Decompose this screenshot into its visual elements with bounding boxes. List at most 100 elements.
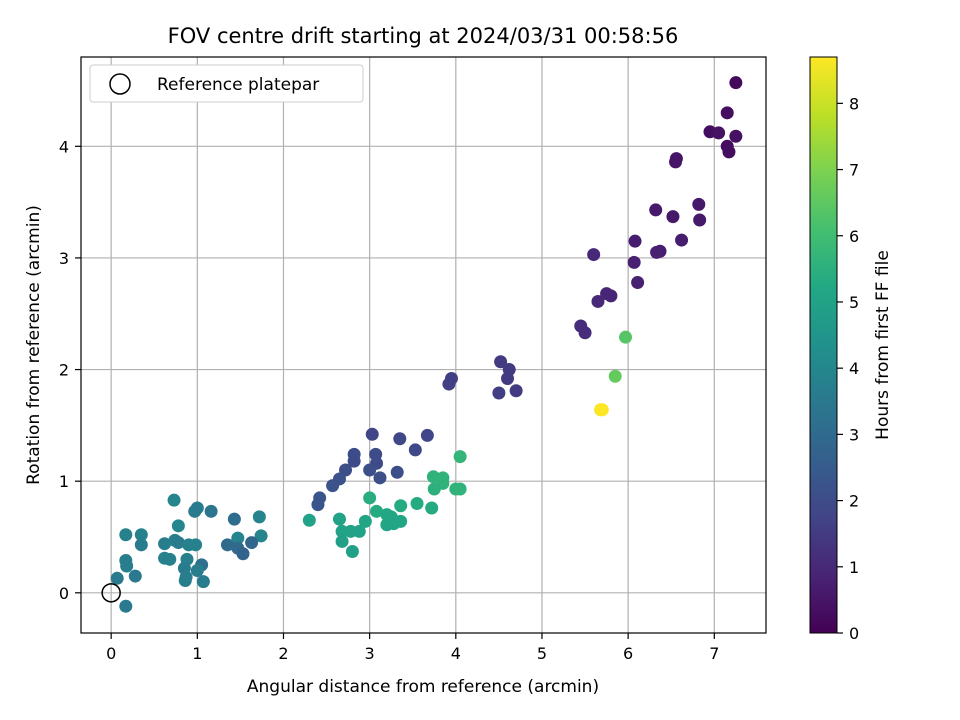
chart-title: FOV centre drift starting at 2024/03/31 … bbox=[168, 24, 679, 48]
data-point bbox=[254, 529, 268, 543]
data-points bbox=[110, 76, 743, 613]
plot-frame bbox=[80, 56, 767, 634]
x-tick-label: 6 bbox=[623, 644, 633, 663]
data-point bbox=[604, 289, 618, 303]
colorbar-tick-label: 4 bbox=[849, 359, 859, 378]
data-point bbox=[494, 355, 508, 369]
data-point bbox=[426, 470, 440, 484]
data-point bbox=[171, 536, 185, 550]
data-point bbox=[110, 571, 124, 585]
data-point bbox=[722, 145, 736, 159]
colorbar-tick-label: 1 bbox=[849, 558, 859, 577]
data-point bbox=[189, 538, 203, 552]
data-point bbox=[501, 371, 515, 385]
data-point bbox=[119, 599, 133, 613]
data-point bbox=[236, 547, 250, 561]
data-point bbox=[393, 432, 407, 446]
data-point bbox=[347, 454, 361, 468]
data-point bbox=[190, 563, 204, 577]
data-point bbox=[453, 482, 467, 496]
x-axis-label: Angular distance from reference (arcmin) bbox=[247, 677, 599, 697]
colorbar-tick-label: 6 bbox=[849, 227, 859, 246]
data-point bbox=[171, 519, 185, 533]
data-point bbox=[363, 491, 377, 505]
data-point bbox=[311, 498, 325, 512]
data-point bbox=[345, 545, 359, 559]
colorbar-tick-label: 3 bbox=[849, 425, 859, 444]
data-point bbox=[628, 234, 642, 248]
data-point bbox=[492, 386, 506, 400]
data-point bbox=[158, 537, 172, 551]
data-point bbox=[370, 504, 384, 518]
data-point bbox=[387, 517, 401, 531]
grid-lines bbox=[81, 57, 766, 633]
legend: Reference platepar bbox=[89, 64, 364, 103]
x-tick-label: 0 bbox=[106, 644, 116, 663]
data-point bbox=[358, 514, 372, 528]
colorbar-tick-label: 5 bbox=[849, 293, 859, 312]
data-point bbox=[163, 552, 177, 566]
x-tick-label: 1 bbox=[192, 644, 202, 663]
y-tick-label: 3 bbox=[59, 249, 69, 268]
data-point bbox=[729, 129, 743, 143]
colorbar-ticks: 0 1 2 3 4 5 6 7 8 bbox=[837, 94, 859, 643]
colorbar-label: Hours from first FF file bbox=[873, 250, 893, 440]
data-point bbox=[587, 248, 601, 262]
data-point bbox=[408, 443, 422, 457]
data-point bbox=[693, 213, 707, 227]
data-point bbox=[631, 275, 645, 289]
y-tick-label: 4 bbox=[59, 137, 69, 156]
data-point bbox=[134, 538, 148, 552]
data-point bbox=[410, 497, 424, 511]
data-point bbox=[669, 155, 683, 169]
data-point bbox=[178, 574, 192, 588]
data-point bbox=[720, 106, 734, 120]
data-point bbox=[627, 255, 641, 269]
data-point bbox=[578, 326, 592, 340]
legend-label: Reference platepar bbox=[157, 75, 319, 95]
colorbar-tick-label: 7 bbox=[849, 161, 859, 180]
data-point bbox=[231, 531, 245, 545]
data-point bbox=[119, 528, 133, 542]
data-point bbox=[134, 528, 148, 542]
data-point bbox=[595, 403, 609, 417]
data-point bbox=[453, 450, 467, 464]
data-point bbox=[390, 465, 404, 479]
data-point bbox=[335, 534, 349, 548]
colorbar-tick-label: 2 bbox=[849, 492, 859, 511]
data-point bbox=[729, 76, 743, 90]
y-tick-label: 0 bbox=[59, 584, 69, 603]
legend-marker-open-circle bbox=[109, 73, 131, 95]
data-point bbox=[363, 463, 377, 477]
data-point bbox=[608, 369, 622, 383]
data-point bbox=[245, 536, 259, 550]
data-point bbox=[712, 126, 726, 140]
data-point bbox=[692, 197, 706, 211]
x-tick-label: 7 bbox=[709, 644, 719, 663]
colorbar-tick-label: 8 bbox=[849, 94, 859, 113]
data-point bbox=[619, 330, 633, 344]
data-point bbox=[204, 504, 218, 518]
x-tick-label: 2 bbox=[278, 644, 288, 663]
data-point bbox=[420, 428, 434, 442]
data-point bbox=[227, 512, 241, 526]
data-point bbox=[128, 569, 142, 583]
data-point bbox=[666, 210, 680, 224]
data-point bbox=[649, 203, 663, 217]
data-point bbox=[394, 499, 408, 513]
data-point bbox=[425, 501, 439, 515]
data-point bbox=[302, 513, 316, 527]
data-point bbox=[427, 482, 441, 496]
colorbar-scale bbox=[809, 56, 838, 634]
colorbar-tick-label: 0 bbox=[849, 624, 859, 643]
data-point bbox=[332, 512, 346, 526]
data-point bbox=[373, 471, 387, 485]
y-axis-label: Rotation from reference (arcmin) bbox=[24, 205, 44, 485]
reference-platepar-marker bbox=[101, 583, 121, 603]
axis-ticks: 0 1 2 3 4 5 6 7 0 1 2 3 4 bbox=[59, 137, 720, 663]
data-point bbox=[326, 479, 340, 493]
y-tick-label: 2 bbox=[59, 361, 69, 380]
x-tick-label: 5 bbox=[537, 644, 547, 663]
legend-box bbox=[89, 64, 364, 103]
